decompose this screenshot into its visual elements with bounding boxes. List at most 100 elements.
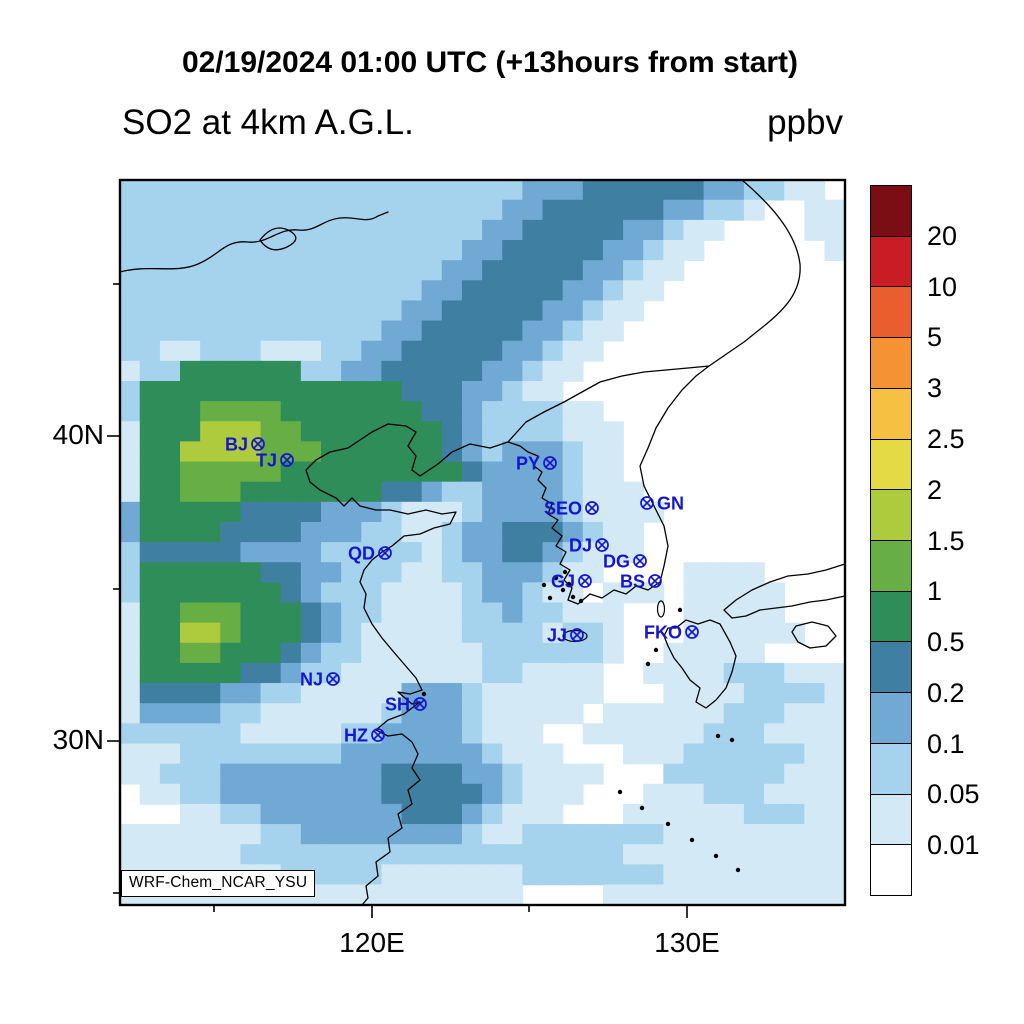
x-axis-label: 120E xyxy=(339,927,405,958)
field-cell xyxy=(200,824,222,845)
field-cell xyxy=(441,602,463,624)
field-cell xyxy=(260,642,282,664)
field-cell xyxy=(320,683,342,705)
field-cell xyxy=(461,481,483,503)
field-cell xyxy=(320,199,342,221)
field-cell xyxy=(562,763,584,785)
field-cell xyxy=(320,240,342,261)
field-cell xyxy=(663,240,685,261)
field-cell xyxy=(300,179,322,201)
field-cell xyxy=(260,743,282,765)
field-cell xyxy=(743,622,765,644)
field-cell xyxy=(300,562,322,584)
field-cell xyxy=(441,380,463,402)
field-cell xyxy=(643,844,665,866)
field-cell xyxy=(260,703,282,725)
field-cell xyxy=(341,240,363,261)
field-cell xyxy=(421,763,443,785)
field-cell xyxy=(441,803,463,825)
field-cell xyxy=(804,824,826,845)
station-circle-x-icon xyxy=(371,728,385,742)
field-cell xyxy=(159,662,181,684)
field-cell xyxy=(441,300,463,322)
colorbar-units-label: ppbv xyxy=(767,103,843,142)
field-cell xyxy=(240,501,262,523)
field-cell xyxy=(180,260,201,282)
field-cell xyxy=(180,582,201,604)
field-cell xyxy=(542,803,564,825)
field-cell xyxy=(441,582,463,604)
field-cell xyxy=(542,300,564,322)
field-cell xyxy=(240,824,262,845)
field-cell xyxy=(220,763,242,785)
field-cell xyxy=(542,340,564,362)
field-cell xyxy=(663,884,685,906)
field-cell xyxy=(582,421,604,443)
field-cell xyxy=(743,582,765,604)
field-cell xyxy=(421,864,443,886)
station-label: HZ xyxy=(344,726,368,746)
field-cell xyxy=(562,219,584,241)
field-cell xyxy=(764,844,785,866)
field-cell xyxy=(502,501,524,523)
colorbar-box xyxy=(871,490,911,542)
field-cell xyxy=(743,783,765,805)
field-cell xyxy=(139,340,161,362)
field-cell xyxy=(240,602,262,624)
field-cell xyxy=(320,703,342,725)
field-cell xyxy=(542,199,564,221)
field-cell xyxy=(401,542,423,564)
field-cell xyxy=(764,743,785,765)
field-cell xyxy=(320,783,342,805)
field-cell xyxy=(159,743,181,765)
field-cell xyxy=(341,199,363,221)
island-dot xyxy=(729,737,735,743)
field-cell xyxy=(260,501,282,523)
field-cell xyxy=(341,179,363,201)
station-cross-icon xyxy=(580,576,590,586)
field-cell xyxy=(341,824,363,845)
field-cell xyxy=(542,743,564,765)
field-cell xyxy=(180,642,201,664)
coastline-northwest-border xyxy=(119,211,389,273)
field-cell xyxy=(421,320,443,342)
field-cell xyxy=(743,763,765,785)
field-cell xyxy=(804,662,826,684)
field-cell xyxy=(361,199,383,221)
field-cell xyxy=(200,703,222,725)
field-cell xyxy=(643,703,665,725)
field-cell xyxy=(441,864,463,886)
field-cell xyxy=(180,320,201,342)
field-cell xyxy=(381,723,403,745)
field-cell xyxy=(522,743,544,765)
field-cell xyxy=(220,501,242,523)
field-cell xyxy=(421,219,443,241)
field-cell xyxy=(300,783,322,805)
field-cell xyxy=(139,441,161,463)
field-cell xyxy=(502,582,524,604)
field-cell xyxy=(280,179,302,201)
field-cell xyxy=(562,481,584,503)
field-cell xyxy=(602,824,624,845)
field-cell xyxy=(542,662,564,684)
field-cell xyxy=(663,179,685,201)
field-cell xyxy=(602,300,624,322)
field-cell xyxy=(542,763,564,785)
field-cell xyxy=(341,421,363,443)
field-cell xyxy=(482,582,504,604)
field-cell xyxy=(421,421,443,443)
model-version-label: WRF-Chem_NCAR_YSU xyxy=(121,870,316,897)
field-cell xyxy=(502,481,524,503)
field-cell xyxy=(220,824,242,845)
field-cell xyxy=(461,824,483,845)
field-cell xyxy=(200,380,222,402)
field-cell xyxy=(683,844,705,866)
colorbar-tick-label: 10 xyxy=(927,271,958,302)
field-cell xyxy=(764,783,785,805)
field-cell xyxy=(159,219,181,241)
field-cell xyxy=(240,280,262,302)
field-cell xyxy=(602,582,624,604)
station-tj: TJ xyxy=(256,451,294,471)
field-cell xyxy=(300,763,322,785)
field-cell xyxy=(764,824,785,845)
